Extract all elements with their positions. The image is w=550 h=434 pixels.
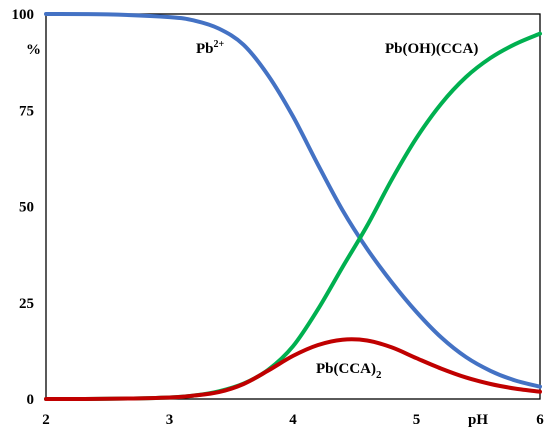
y-tick-label: 100 (12, 7, 35, 23)
y-axis-ticks: 0 25 50 75 100 (12, 7, 35, 408)
x-tick-label: 2 (42, 412, 50, 428)
y-tick-label: 25 (19, 296, 34, 312)
series-line-1 (44, 31, 542, 401)
pb2plus-label-sup: 2+ (214, 39, 225, 50)
x-tick-label: 5 (413, 412, 421, 428)
plot-frame (45, 13, 541, 400)
series-line-0 (44, 12, 542, 389)
pb-cca2-label-base: Pb(CCA) (316, 361, 376, 377)
series-line-2 (44, 337, 542, 401)
series-label-pb2plus: Pb2+ (196, 39, 225, 57)
x-axis-label: pH (468, 412, 488, 428)
series-label-pb-cca2: Pb(CCA)2 (316, 361, 382, 381)
x-tick-label: 6 (536, 412, 544, 428)
series-lines (44, 12, 542, 401)
y-tick-label: 0 (27, 392, 35, 408)
x-axis-ticks: 2 3 4 5 6 (42, 412, 544, 428)
x-tick-label: 3 (166, 412, 174, 428)
y-tick-label: 50 (19, 200, 34, 216)
series-label-pb-oh-cca: Pb(OH)(CCA) (385, 41, 478, 57)
y-axis-label: % (26, 42, 41, 58)
pb2plus-label-base: Pb (196, 41, 214, 57)
y-tick-label: 75 (19, 103, 34, 119)
x-tick-label: 4 (289, 412, 297, 428)
pb-cca2-label-sub: 2 (376, 369, 382, 381)
